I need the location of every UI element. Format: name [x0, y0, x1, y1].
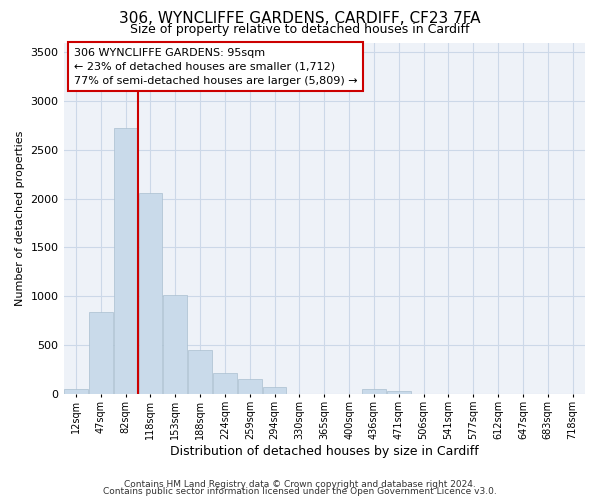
Text: Contains public sector information licensed under the Open Government Licence v3: Contains public sector information licen…	[103, 487, 497, 496]
Bar	[64, 388, 88, 394]
Bar	[139, 193, 162, 394]
Text: Size of property relative to detached houses in Cardiff: Size of property relative to detached ho…	[130, 22, 470, 36]
Bar	[238, 379, 262, 394]
Bar	[114, 128, 137, 394]
Bar	[387, 391, 410, 394]
Y-axis label: Number of detached properties: Number of detached properties	[15, 130, 25, 306]
Bar	[89, 312, 113, 394]
Text: 306 WYNCLIFFE GARDENS: 95sqm
← 23% of detached houses are smaller (1,712)
77% of: 306 WYNCLIFFE GARDENS: 95sqm ← 23% of de…	[74, 48, 358, 86]
X-axis label: Distribution of detached houses by size in Cardiff: Distribution of detached houses by size …	[170, 444, 479, 458]
Bar	[362, 389, 386, 394]
Bar	[213, 374, 237, 394]
Bar	[163, 296, 187, 394]
Text: Contains HM Land Registry data © Crown copyright and database right 2024.: Contains HM Land Registry data © Crown c…	[124, 480, 476, 489]
Text: 306, WYNCLIFFE GARDENS, CARDIFF, CF23 7FA: 306, WYNCLIFFE GARDENS, CARDIFF, CF23 7F…	[119, 11, 481, 26]
Bar	[188, 350, 212, 394]
Bar	[263, 386, 286, 394]
